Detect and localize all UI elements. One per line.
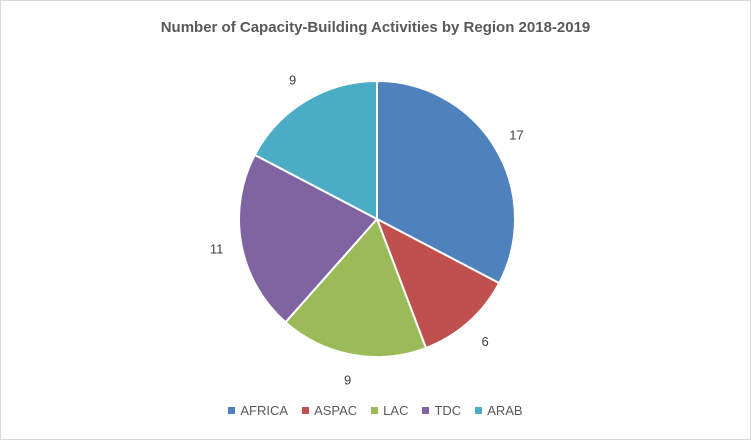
- legend-label: ARAB: [487, 403, 522, 418]
- legend-item-arab: ARAB: [475, 403, 522, 418]
- data-label-aspac: 6: [481, 334, 488, 349]
- legend: AFRICA ASPAC LAC TDC ARAB: [1, 403, 750, 418]
- legend-label: ASPAC: [314, 403, 357, 418]
- legend-label: LAC: [383, 403, 408, 418]
- legend-item-tdc: TDC: [422, 403, 461, 418]
- legend-item-africa: AFRICA: [228, 403, 288, 418]
- legend-label: AFRICA: [240, 403, 288, 418]
- legend-swatch: [302, 407, 309, 414]
- legend-item-aspac: ASPAC: [302, 403, 357, 418]
- legend-swatch: [371, 407, 378, 414]
- legend-label: TDC: [434, 403, 461, 418]
- data-label-arab: 9: [289, 73, 296, 88]
- data-label-tdc: 11: [210, 241, 224, 256]
- legend-item-lac: LAC: [371, 403, 408, 418]
- legend-swatch: [422, 407, 429, 414]
- legend-swatch: [228, 407, 235, 414]
- legend-swatch: [475, 407, 482, 414]
- data-label-africa: 17: [509, 128, 523, 143]
- data-label-lac: 9: [344, 372, 351, 387]
